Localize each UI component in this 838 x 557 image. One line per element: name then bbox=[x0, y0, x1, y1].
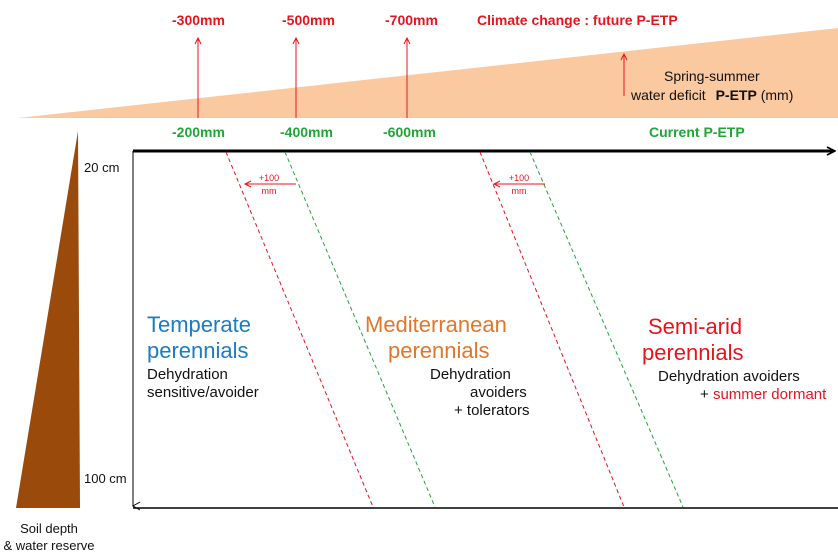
temperate-name-line1: Temperate bbox=[147, 313, 251, 337]
depth-bottom-label: 100 cm bbox=[84, 471, 127, 486]
deficit-label-prefix: water deficit bbox=[631, 87, 706, 103]
depth-top-label: 20 cm bbox=[84, 160, 119, 175]
semiarid-name-line1: Semi-arid bbox=[648, 315, 742, 339]
deficit-label-line1: Spring-summer bbox=[664, 68, 760, 84]
semiarid-name-line2: perennials bbox=[642, 341, 744, 365]
semiarid-desc-line1: Dehydration avoiders bbox=[658, 368, 800, 386]
future-value-700: -700mm bbox=[385, 12, 438, 28]
soil-depth-triangle bbox=[16, 131, 80, 508]
mediterranean-name-line1: Mediterranean bbox=[365, 313, 507, 337]
future-value-300: -300mm bbox=[172, 12, 225, 28]
soil-depth-caption-line2: & water reserve bbox=[0, 537, 98, 554]
mediterranean-desc-line3: + tolerators bbox=[454, 402, 529, 420]
current-petp-title: Current P-ETP bbox=[649, 124, 745, 140]
shift-label-1: +100 mm bbox=[255, 174, 283, 196]
deficit-label-bold: P-ETP bbox=[716, 87, 757, 103]
soil-depth-caption-line1: Soil depth bbox=[0, 520, 98, 537]
mediterranean-name-line2: perennials bbox=[388, 339, 490, 363]
semiarid-desc-plus: + bbox=[700, 386, 709, 403]
temperate-name-line2: perennials bbox=[147, 339, 249, 363]
semiarid-desc-dormant: summer dormant bbox=[713, 386, 826, 403]
future-petp-title: Climate change : future P-ETP bbox=[477, 12, 678, 28]
temperate-desc-line1: Dehydration bbox=[147, 366, 228, 384]
current-value-400: -400mm bbox=[280, 124, 333, 140]
shift-label-2: +100 mm bbox=[505, 174, 533, 196]
future-value-500: -500mm bbox=[282, 12, 335, 28]
deficit-label-suffix: (mm) bbox=[761, 87, 794, 103]
deficit-label-line2: water deficit P-ETP (mm) bbox=[631, 87, 793, 103]
shift-label-2-value: +100 bbox=[505, 174, 533, 183]
temperate-desc-line2: sensitive/avoider bbox=[147, 384, 259, 402]
shift-label-1-unit: mm bbox=[255, 187, 283, 196]
shift-label-1-value: +100 bbox=[255, 174, 283, 183]
current-value-200: -200mm bbox=[172, 124, 225, 140]
mediterranean-desc-line1: Dehydration bbox=[430, 366, 511, 384]
shift-label-2-unit: mm bbox=[505, 187, 533, 196]
semiarid-desc-line2: + summer dormant bbox=[700, 386, 826, 404]
current-value-600: -600mm bbox=[383, 124, 436, 140]
mediterranean-desc-line2: avoiders bbox=[470, 384, 527, 402]
soil-depth-caption: Soil depth & water reserve bbox=[0, 520, 98, 554]
